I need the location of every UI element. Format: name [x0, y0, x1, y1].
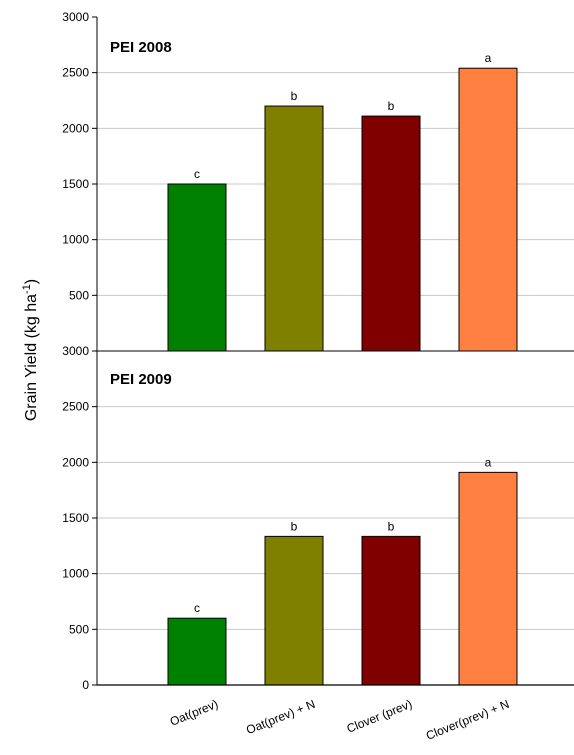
bar-annotation: b — [291, 89, 298, 103]
bar — [167, 183, 227, 352]
x-tick-label: Clover(prev) + N — [424, 697, 511, 743]
y-axis-label-close: ) — [23, 279, 40, 284]
y-tick-label: 1500 — [62, 511, 89, 525]
panel-pei-2008: c b b a 500 1000 1500 2000 2500 3000 PEI 2008 — [62, 10, 574, 352]
bar-annotation: a — [485, 455, 492, 469]
y-tick-label: 1500 — [62, 177, 89, 191]
bar-annotation: a — [485, 51, 492, 65]
y-tick-label: 1000 — [62, 567, 89, 581]
bar-annotation: c — [194, 167, 200, 181]
y-tick-label: 500 — [69, 288, 89, 302]
y-tick-label: 2000 — [62, 121, 89, 135]
y-tick-label: 2500 — [62, 400, 89, 414]
bar — [458, 471, 518, 686]
panel-title: PEI 2008 — [110, 39, 172, 56]
y-tick-label: 2000 — [62, 455, 89, 469]
y-tick-label: 500 — [69, 622, 89, 636]
y-axis-label: Grain Yield (kg ha-1) — [21, 279, 40, 421]
y-axis-label-main: Grain Yield (kg ha — [23, 294, 40, 421]
x-axis-category-labels: Oat(prev) Oat(prev) + N Clover (prev) Clove… — [168, 697, 511, 743]
x-tick-label: Oat(prev) — [168, 697, 220, 729]
bar — [167, 617, 227, 686]
bar-annotation: c — [194, 601, 200, 615]
x-tick-label: Oat(prev) + N — [244, 697, 317, 737]
y-tick-label: 0 — [82, 678, 89, 692]
bar — [458, 67, 518, 352]
y-axis-label-superscript: -1 — [21, 284, 33, 294]
x-tick-label: Clover (prev) — [345, 697, 415, 736]
bar — [264, 535, 324, 686]
bar-annotation: b — [388, 99, 395, 113]
panel-pei-2009: c b b a 0 500 1000 1500 2000 2500 3000 PEI 2009 — [62, 344, 574, 692]
panel-title: PEI 2009 — [110, 371, 172, 388]
bar-annotation: b — [388, 519, 395, 533]
bar — [361, 535, 421, 686]
bar — [264, 105, 324, 352]
y-tick-label: 3000 — [62, 344, 89, 358]
bar — [361, 115, 421, 352]
y-tick-label: 3000 — [62, 10, 89, 24]
y-tick-label: 1000 — [62, 233, 89, 247]
bar-annotation: b — [291, 519, 298, 533]
y-tick-label: 2500 — [62, 66, 89, 80]
